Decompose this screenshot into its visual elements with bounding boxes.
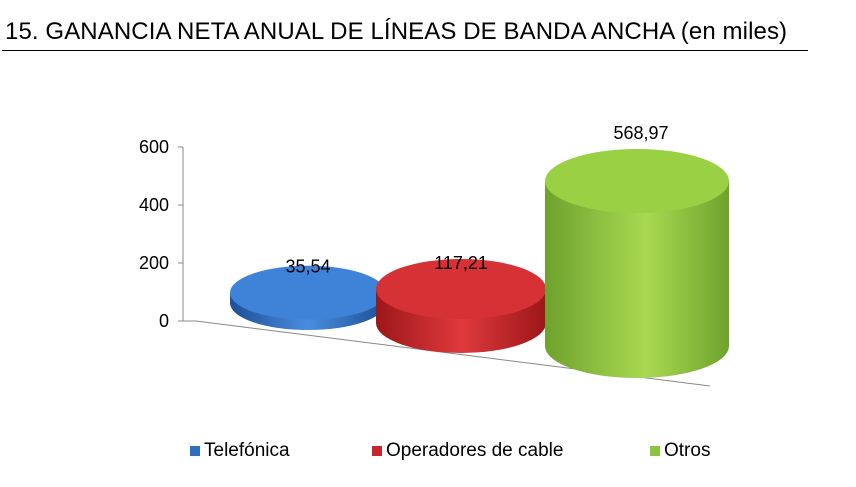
bar-2 (545, 148, 729, 378)
chart-legend: Telefónica Operadores de cable Otros (0, 440, 856, 464)
legend-label: Otros (664, 440, 711, 461)
data-label: 568,97 (613, 123, 668, 143)
legend-swatch-green (650, 446, 660, 456)
legend-label: Telefónica (204, 440, 290, 461)
bar-1 (376, 259, 546, 353)
bar-top (376, 259, 546, 320)
bar-top (545, 148, 729, 213)
legend-swatch-blue (190, 446, 200, 456)
bar-top (230, 265, 386, 320)
data-label: 117,21 (434, 253, 488, 273)
legend-item-telefonica: Telefónica (190, 440, 290, 462)
y-tick-label: 600 (139, 137, 169, 157)
legend-item-operadores: Operadores de cable (372, 440, 563, 462)
legend-swatch-red (372, 446, 382, 456)
chart-title: 15. GANANCIA NETA ANUAL DE LÍNEAS DE BAN… (5, 18, 788, 45)
bar-0 (230, 265, 386, 330)
y-tick-label: 0 (159, 311, 169, 331)
title-divider (2, 50, 808, 51)
legend-label: Operadores de cable (386, 440, 564, 461)
y-tick-label: 200 (139, 253, 169, 273)
y-tick-label: 400 (139, 195, 169, 215)
legend-item-otros: Otros (650, 440, 710, 462)
data-label: 35,54 (285, 257, 330, 277)
bar-body (545, 180, 729, 378)
